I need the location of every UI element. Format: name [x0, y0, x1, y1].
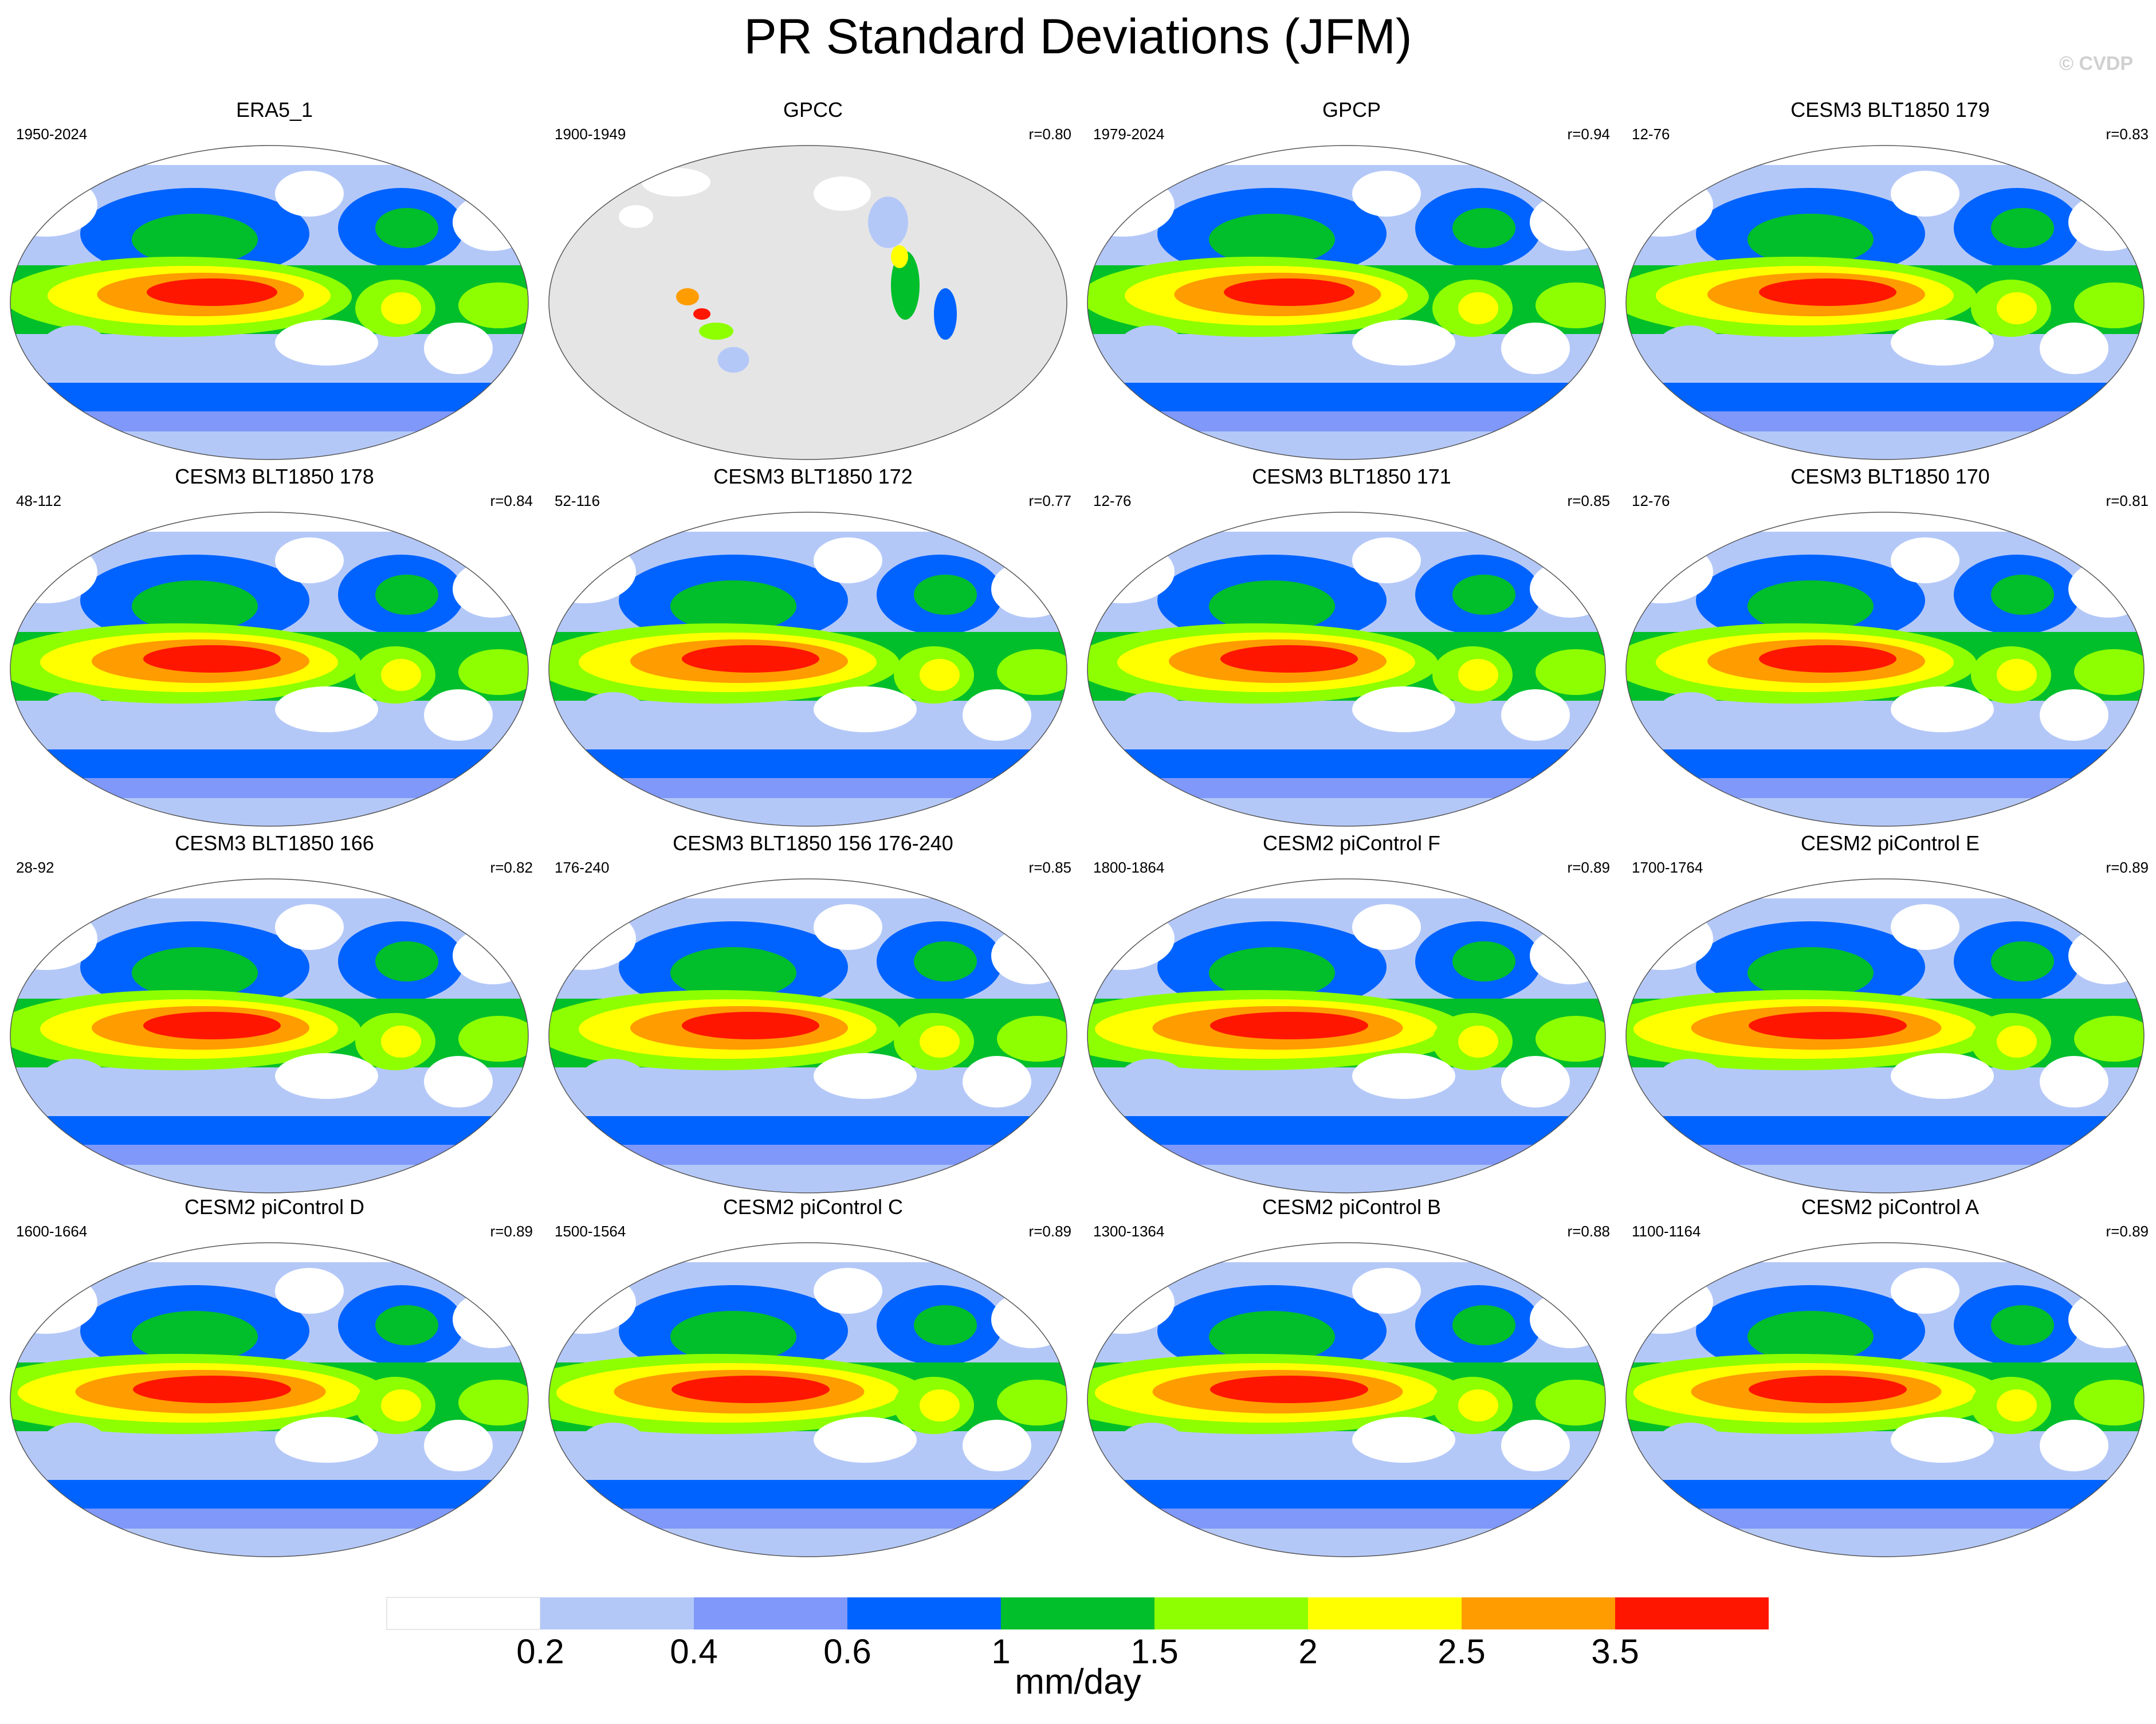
panel-map [1087, 145, 1606, 460]
panel-correlation: r=0.84 [490, 492, 533, 509]
panel-title: CESM2 piControl D [184, 1195, 365, 1219]
panel-map [1625, 878, 2145, 1193]
panel-title: CESM3 BLT1850 166 [175, 831, 374, 855]
panel-correlation: r=0.89 [2106, 859, 2149, 876]
panel-map [10, 1242, 529, 1557]
map-panel: CESM3 BLT1850 170 12-76 r=0.81 [1621, 464, 2156, 831]
panel-years: 1100-1164 [1632, 1223, 1701, 1240]
panel-correlation: r=0.85 [1567, 492, 1610, 509]
colorbar-tick-label: 1.5 [1130, 1632, 1179, 1671]
panel-title: CESM2 piControl A [1801, 1195, 1980, 1219]
panel-title: CESM2 piControl F [1262, 831, 1441, 855]
panel-map [1625, 1242, 2145, 1557]
panel-correlation: r=0.89 [1567, 859, 1610, 876]
map-panel: CESM2 piControl F 1800-1864 r=0.89 [1083, 831, 1620, 1197]
panel-correlation: r=0.80 [1028, 125, 1071, 143]
panel-title: CESM3 BLT1850 179 [1790, 98, 1990, 121]
colorbar-tick-label: 3.5 [1591, 1632, 1639, 1671]
panel-correlation: r=0.89 [490, 1223, 533, 1240]
panel-correlation: r=0.82 [490, 859, 533, 876]
panel-title: CESM2 piControl C [722, 1195, 904, 1219]
colorbar-tick-label: 2.5 [1438, 1632, 1486, 1671]
map-panel: CESM3 BLT1850 172 52-116 r=0.77 [544, 464, 1082, 831]
panel-map [548, 878, 1067, 1193]
panel-years: 12-76 [1632, 125, 1670, 143]
panel-years: 52-116 [555, 492, 600, 509]
map-panel: CESM2 piControl A 1100-1164 r=0.89 [1621, 1195, 2156, 1561]
panel-years: 1600-1664 [16, 1223, 88, 1240]
panel-correlation: r=0.89 [1028, 1223, 1071, 1240]
panel-correlation: r=0.85 [1028, 859, 1071, 876]
panel-years: 1700-1764 [1632, 859, 1703, 876]
panel-title: CESM3 BLT1850 171 [1252, 465, 1451, 488]
panel-years: 48-112 [16, 492, 62, 509]
colorbar-box [386, 1597, 541, 1630]
panel-title: CESM3 BLT1850 156 176-240 [673, 831, 953, 855]
panel-title: CESM3 BLT1850 178 [175, 465, 374, 488]
panel-title: CESM2 piControl B [1262, 1195, 1442, 1219]
panel-years: 1979-2024 [1093, 125, 1165, 143]
colorbar-box [1001, 1597, 1154, 1629]
panel-years: 28-92 [16, 859, 54, 876]
panel-map [548, 1242, 1067, 1557]
colorbar-tick-label: 1 [991, 1632, 1011, 1671]
colorbar-box [694, 1597, 847, 1629]
panel-title: CESM3 BLT1850 170 [1790, 465, 1990, 488]
colorbar-tick-label: 0.4 [670, 1632, 718, 1671]
map-panel: CESM2 piControl C 1500-1564 r=0.89 [544, 1195, 1082, 1561]
map-panel: CESM3 BLT1850 166 28-92 r=0.82 [6, 831, 543, 1197]
map-panel: CESM3 BLT1850 179 12-76 r=0.83 [1621, 97, 2156, 464]
map-panel: GPCC 1900-1949 r=0.80 [544, 97, 1082, 464]
panel-map [1625, 512, 2145, 827]
map-panel: CESM3 BLT1850 156 176-240 176-240 r=0.85 [544, 831, 1082, 1197]
panel-correlation: r=0.88 [1567, 1223, 1610, 1240]
colorbar-box [540, 1597, 694, 1629]
panel-years: 176-240 [555, 859, 610, 876]
map-panel: CESM2 piControl D 1600-1664 r=0.89 [6, 1195, 543, 1561]
panel-years: 12-76 [1093, 492, 1132, 509]
panel-correlation: r=0.89 [2106, 1223, 2149, 1240]
colorbar-box [1308, 1597, 1462, 1629]
panel-title: CESM2 piControl E [1800, 831, 1980, 855]
panel-years: 1300-1364 [1093, 1223, 1165, 1240]
panel-title: GPCC [783, 98, 843, 121]
panel-map [10, 145, 529, 460]
colorbar-box [847, 1597, 1001, 1629]
panel-correlation: r=0.94 [1567, 125, 1610, 143]
map-panel: CESM2 piControl E 1700-1764 r=0.89 [1621, 831, 2156, 1197]
panel-map [1087, 1242, 1606, 1557]
map-panel: GPCP 1979-2024 r=0.94 [1083, 97, 1620, 464]
colorbar-tick-label: 0.6 [823, 1632, 871, 1671]
copyright-label: © CVDP [2059, 53, 2133, 74]
figure-title: PR Standard Deviations (JFM) [744, 9, 1412, 64]
panel-map [1087, 878, 1606, 1193]
map-panel: CESM2 piControl B 1300-1364 r=0.88 [1083, 1195, 1620, 1561]
panel-title: ERA5_1 [235, 98, 313, 121]
panel-years: 12-76 [1632, 492, 1670, 509]
panel-map [10, 878, 529, 1193]
panel-years: 1500-1564 [555, 1223, 626, 1240]
panel-correlation: r=0.81 [2106, 492, 2149, 509]
colorbar-tick-label: 2 [1298, 1632, 1318, 1671]
panel-title: GPCP [1322, 98, 1381, 121]
panel-map [10, 512, 529, 827]
panel-years: 1800-1864 [1093, 859, 1165, 876]
panel-correlation: r=0.83 [2106, 125, 2149, 143]
map-panel: ERA5_1 1950-2024 [6, 97, 543, 464]
panel-map [1087, 512, 1606, 827]
panel-map [1625, 145, 2145, 460]
colorbar-box [1615, 1597, 1769, 1629]
map-panel: CESM3 BLT1850 178 48-112 r=0.84 [6, 464, 543, 831]
panel-years: 1900-1949 [555, 125, 626, 143]
colorbar-box [1154, 1597, 1308, 1629]
map-panel: CESM3 BLT1850 171 12-76 r=0.85 [1083, 464, 1620, 831]
panel-map [548, 145, 1067, 460]
panel-correlation: r=0.77 [1028, 492, 1071, 509]
panel-years: 1950-2024 [16, 125, 88, 143]
colorbar-units: mm/day [1015, 1662, 1141, 1702]
panel-title: CESM3 BLT1850 172 [713, 465, 913, 488]
panel-map [548, 512, 1067, 827]
colorbar-tick-label: 0.2 [516, 1632, 564, 1671]
colorbar-box [1462, 1597, 1615, 1629]
